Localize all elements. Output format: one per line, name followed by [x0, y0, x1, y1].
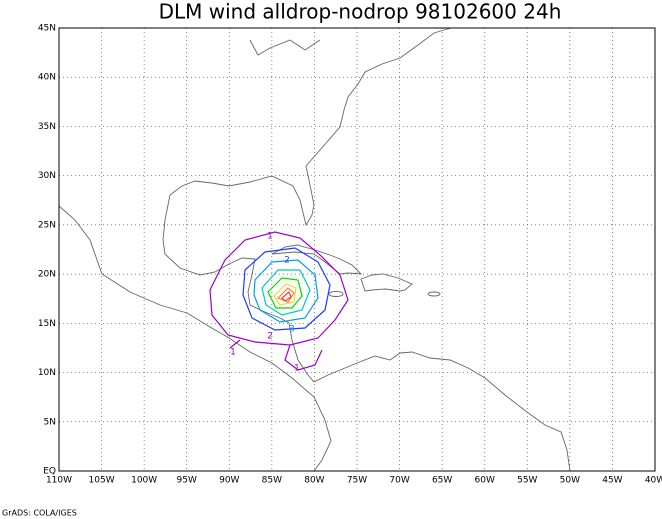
x-tick-label: 60W: [475, 476, 495, 486]
contour-labels: 1 2 3 2 1 1: [230, 232, 300, 374]
plot-frame: [58, 27, 656, 472]
x-tick-label: 105W: [89, 476, 115, 486]
coastlines: [58, 27, 571, 472]
x-tick-label: 90W: [219, 476, 239, 486]
grid: [59, 28, 655, 471]
y-tick-label: 45N: [38, 24, 56, 34]
x-tick-label: 85W: [262, 476, 282, 486]
x-tick-label: 40W: [645, 476, 662, 486]
title: DLM wind alldrop-nodrop 98102600 24h: [159, 0, 562, 24]
y-tick-label: 5N: [44, 417, 56, 427]
x-tick-label: 50W: [560, 476, 580, 486]
x-tick-label: 95W: [177, 476, 197, 486]
footer: GrADS: COLA/IGES: [2, 509, 77, 518]
x-tick-label: 100W: [131, 476, 157, 486]
x-tick-label: 55W: [517, 476, 537, 486]
y-tick-label: 10N: [38, 368, 56, 378]
x-tick-label: 80W: [304, 476, 324, 486]
y-tick-label: 20N: [38, 270, 56, 280]
contour-label: 2: [284, 256, 290, 266]
x-tick-label: 70W: [389, 476, 409, 486]
x-tick-label: 45W: [602, 476, 622, 486]
y-tick-label: 40N: [38, 73, 56, 83]
y-tick-label: 25N: [38, 220, 56, 230]
x-tick-label: 75W: [347, 476, 367, 486]
y-tick-label: 30N: [38, 171, 56, 181]
contour-label: 1: [267, 232, 273, 242]
y-tick-label: EQ: [43, 467, 56, 477]
contour-label: 1: [230, 348, 236, 358]
x-tick-label: 65W: [432, 476, 452, 486]
x-tick-label: 110W: [46, 476, 72, 486]
y-tick-label: 15N: [38, 319, 56, 329]
contour-label: 2: [267, 332, 273, 342]
contours: [209, 231, 349, 371]
contour-label: 1: [294, 364, 300, 374]
contour-label: 3: [289, 325, 295, 335]
y-tick-label: 35N: [38, 122, 56, 132]
